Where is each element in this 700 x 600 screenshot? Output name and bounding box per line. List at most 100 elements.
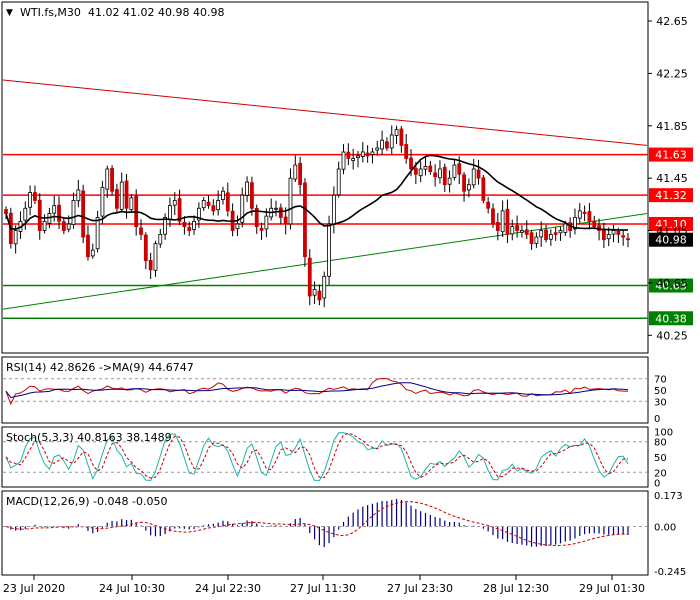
candle-body: [548, 234, 553, 240]
indicator-tick-label: 50: [654, 386, 667, 397]
collapse-triangle-icon[interactable]: ▼: [6, 8, 13, 18]
candle-body: [61, 221, 66, 231]
indicator-tick-label: 0: [654, 478, 660, 489]
candle-body: [385, 141, 389, 149]
candle-body: [105, 168, 110, 190]
candle-body: [577, 210, 582, 219]
candle-body: [13, 230, 18, 245]
candle-body: [404, 143, 409, 159]
stoch-label: Stoch(5,3,3) 40.8163 38.1489: [6, 431, 172, 444]
candle-body: [626, 238, 630, 241]
level-label-box: [649, 147, 693, 162]
candle-body: [524, 229, 529, 235]
candle-body: [606, 234, 611, 240]
macd-label: MACD(12,26,9) -0.048 -0.050: [6, 495, 167, 508]
time-tick-label: 24 Jul 22:30: [195, 582, 261, 595]
candle-body: [293, 164, 298, 180]
macd-tick-label: 0.173: [654, 491, 683, 502]
candle-body: [259, 227, 264, 231]
candle-body: [201, 200, 206, 209]
last-price-box: [649, 232, 693, 247]
macd-signal-line: [5, 501, 629, 547]
candle-body: [587, 211, 592, 222]
candle-body: [413, 168, 418, 175]
price-tick-label: 42.25: [656, 67, 688, 80]
candle-body: [143, 234, 148, 262]
candle-body: [129, 197, 134, 211]
candle-body: [196, 207, 201, 221]
candle-body: [510, 226, 515, 235]
macd-chart: [3, 498, 647, 548]
time-tick-label: 24 Jul 10:30: [99, 582, 165, 595]
price-tick-label: 41.85: [656, 120, 688, 133]
candle-body: [365, 152, 370, 157]
candle-body: [100, 186, 105, 217]
candle-body: [447, 177, 452, 185]
level-label: 41.63: [655, 149, 687, 162]
candle-body: [481, 177, 486, 201]
candle-body: [486, 201, 491, 209]
candle-body: [4, 209, 8, 214]
candle-body: [346, 151, 351, 159]
indicator-tick-label: 80: [654, 438, 667, 449]
price-panel-frame: [1, 1, 649, 354]
candle-body: [375, 147, 380, 151]
candle-body: [33, 192, 37, 201]
level-label-box: [649, 311, 693, 326]
candle-body: [601, 229, 606, 241]
price-tick-label: 41.45: [656, 172, 688, 185]
candle-body: [582, 211, 587, 214]
price-chart: [2, 79, 648, 320]
candle-body: [341, 151, 346, 170]
macd-tick-label: 0.00: [654, 522, 676, 533]
ohlc-label: 41.02 41.02 40.98 40.98: [88, 6, 224, 19]
trendline-resistance: [2, 79, 648, 146]
time-tick-label: 27 Jul 23:30: [387, 582, 453, 595]
candle-body: [457, 163, 462, 175]
candle-body: [336, 168, 341, 196]
candle-body: [380, 139, 384, 150]
level-label: 40.38: [655, 312, 687, 325]
candle-body: [298, 162, 303, 186]
candle-body: [274, 207, 278, 210]
candle-body: [90, 249, 95, 257]
candle-body: [254, 207, 259, 228]
candle-body: [394, 129, 399, 136]
level-label-box: [649, 216, 693, 231]
rsi-chart: [3, 377, 647, 406]
candle-body: [471, 168, 476, 186]
candle-body: [529, 232, 534, 245]
candle-body: [360, 151, 365, 157]
rsi-line: [5, 377, 629, 406]
candle-body: [182, 221, 187, 228]
candle-body: [418, 168, 423, 177]
axes: 41.63 41.32 41.10 40.63 40.38 42.65 42.25 41.85…: [3, 15, 693, 595]
candle-body: [433, 172, 438, 178]
candle-body: [539, 230, 544, 238]
candle-body: [66, 223, 71, 230]
indicator-tick-label: 0: [654, 414, 660, 425]
candle-body: [278, 207, 283, 218]
candle-body: [495, 222, 500, 231]
candle-body: [370, 151, 375, 156]
indicator-tick-label: 30: [654, 397, 667, 408]
price-tick-label: 42.65: [656, 15, 688, 28]
macd-tick-label: -0.245: [654, 567, 686, 578]
level-label: 41.10: [655, 218, 687, 231]
candle-body: [520, 230, 524, 233]
candle-body: [452, 164, 457, 178]
candle-body: [476, 169, 481, 179]
candle-body: [52, 205, 57, 214]
candle-body: [57, 204, 61, 222]
candle-body: [534, 236, 539, 244]
candle-body: [153, 243, 158, 271]
price-tick-label: 40.25: [656, 329, 688, 342]
candle-body: [148, 259, 153, 271]
candle-body: [37, 199, 42, 231]
candle-body: [283, 216, 288, 225]
candle-body: [327, 223, 331, 277]
candle-body: [110, 168, 114, 192]
level-label-box: [649, 188, 693, 203]
candle-body: [592, 220, 597, 228]
